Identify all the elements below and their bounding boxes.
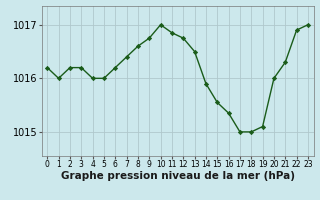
X-axis label: Graphe pression niveau de la mer (hPa): Graphe pression niveau de la mer (hPa) — [60, 171, 295, 181]
